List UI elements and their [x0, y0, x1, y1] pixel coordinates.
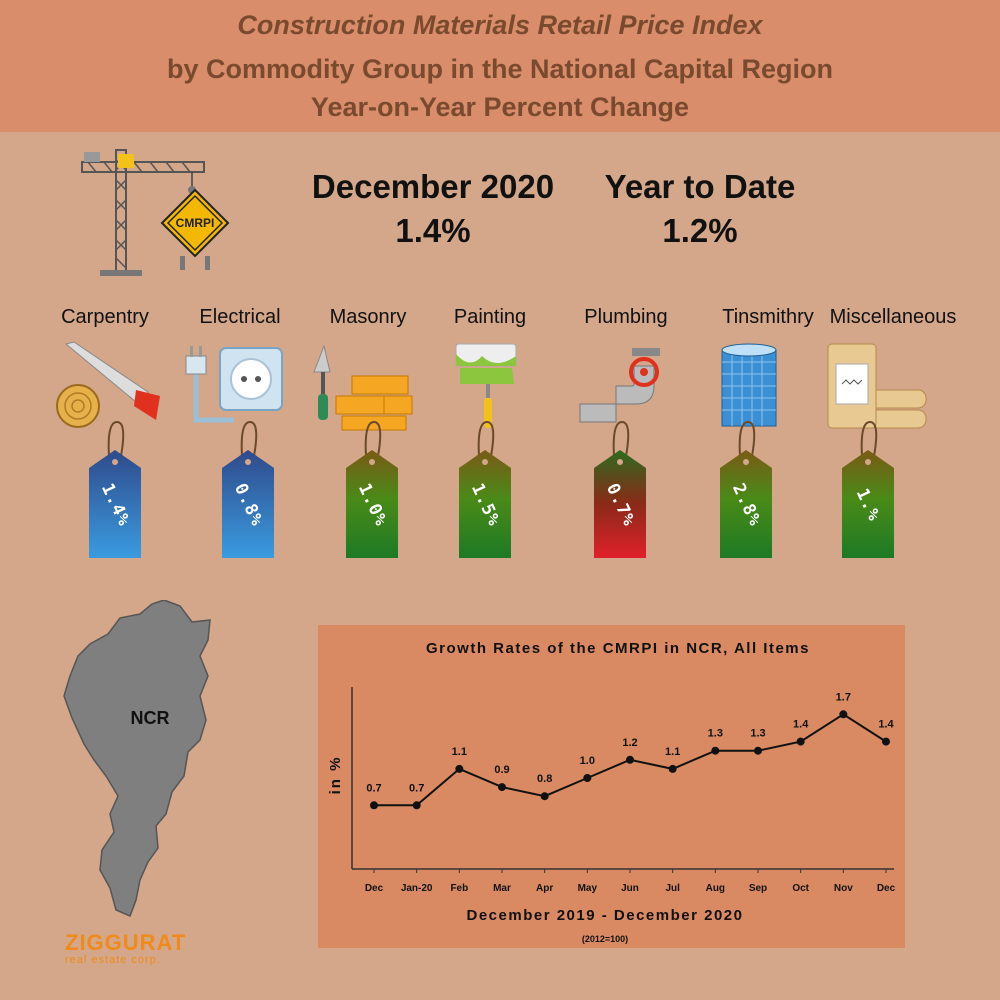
crane-icon [81, 149, 205, 276]
chart-panel: Growth Rates of the CMRPI in NCR, All It… [318, 625, 905, 948]
category-label-plumbing: Plumbing [584, 306, 668, 328]
line-chart: Growth Rates of the CMRPI in NCR, All It… [327, 640, 896, 944]
ziggurat-logo: ZIGGURAT real estate corp. [65, 932, 186, 967]
x-axis-label: December 2019 - December 2020 [467, 907, 744, 924]
tag-value-tinsmithry: 2.8% [727, 480, 765, 530]
x-tick-label: Oct [792, 883, 809, 894]
data-point [412, 801, 421, 810]
data-label: 1.3 [750, 728, 765, 740]
logo-sub: real estate corp. [65, 954, 161, 966]
tin-roll-icon [721, 343, 777, 427]
title-banner: Construction Materials Retail Price Inde… [0, 0, 1000, 132]
cement-bags-icon [827, 343, 927, 429]
data-point [498, 783, 506, 792]
data-point [370, 801, 378, 810]
data-label: 1.4 [878, 719, 894, 731]
pipe-valve-icon [579, 348, 660, 423]
data-point [668, 764, 677, 773]
data-point [882, 737, 890, 746]
ncr-map: NCR [63, 600, 211, 917]
month-label: December 2020 [311, 168, 555, 205]
category-label-tinsmithry: Tinsmithry [722, 306, 814, 328]
price-tag-plumbing [594, 420, 646, 558]
data-label: 1.1 [665, 746, 680, 758]
data-label: 0.9 [494, 764, 509, 776]
category-label-miscellaneous: Miscellaneous [829, 306, 957, 328]
data-label: 0.7 [409, 782, 424, 794]
data-label: 1.1 [452, 746, 467, 758]
x-tick-label: Apr [536, 883, 553, 894]
title-line-2: by Commodity Group in the National Capit… [166, 54, 834, 84]
x-tick-label: Aug [706, 883, 725, 894]
x-tick-label: Mar [493, 883, 511, 894]
month-value: 1.4% [395, 212, 471, 249]
electric-socket-icon [185, 346, 283, 423]
title-line-3: Year-on-Year Percent Change [310, 92, 690, 122]
data-point [626, 755, 634, 764]
category-label-painting: Painting [453, 306, 527, 328]
chart-note: (2012=100) [582, 934, 628, 944]
data-point [796, 737, 805, 746]
price-tag-painting [459, 420, 511, 558]
data-point [754, 746, 762, 755]
chart-title: Growth Rates of the CMRPI in NCR, All It… [426, 640, 810, 657]
tag-value-plumbing: 0.7% [601, 480, 639, 530]
data-point [540, 792, 549, 801]
map-label: NCR [131, 708, 170, 728]
data-label: 1.4 [793, 719, 809, 731]
sign-text: CMRPI [176, 216, 215, 230]
tag-value-painting: 1.5% [466, 480, 504, 530]
price-tag-carpentry [89, 420, 141, 558]
x-tick-label: Dec [365, 883, 384, 894]
price-tag-miscellaneous [842, 420, 894, 558]
data-label: 0.8 [537, 773, 552, 785]
x-tick-label: Sep [749, 883, 767, 894]
data-point [455, 764, 464, 773]
price-tag-tinsmithry [720, 420, 772, 558]
y-axis-label: in % [327, 756, 344, 795]
ytd-label: Year to Date [604, 168, 796, 205]
paint-roller-icon [455, 343, 517, 428]
data-point [839, 710, 848, 719]
category-label-masonry: Masonry [329, 306, 407, 328]
data-point [583, 774, 592, 782]
saw-icon [56, 341, 160, 428]
tag-value-masonry: 1.0% [353, 480, 391, 530]
bricks-trowel-icon [313, 344, 413, 431]
ytd-value: 1.2% [662, 212, 738, 249]
data-label: 1.0 [580, 755, 595, 767]
tag-value-miscellaneous: 1.% [851, 485, 885, 525]
logo-name: ZIGGURAT [65, 930, 187, 955]
price-tag-electrical [222, 420, 274, 558]
x-tick-label: Feb [450, 883, 468, 894]
data-point [711, 746, 720, 755]
data-label: 0.7 [366, 782, 381, 794]
price-tag-masonry [346, 420, 398, 558]
x-tick-label: Jan-20 [401, 883, 433, 894]
x-tick-label: May [578, 883, 598, 894]
tag-value-electrical: 0.8% [229, 480, 267, 530]
data-label: 1.2 [622, 737, 637, 749]
warning-sign-icon: CMRPI [160, 188, 230, 270]
category-label-carpentry: Carpentry [61, 306, 149, 328]
x-tick-label: Dec [877, 883, 896, 894]
x-tick-label: Jun [621, 883, 639, 894]
data-label: 1.7 [836, 691, 851, 703]
x-tick-label: Jul [665, 883, 680, 894]
title-line-1: Construction Materials Retail Price Inde… [237, 10, 763, 40]
category-label-electrical: Electrical [199, 306, 281, 328]
tag-value-carpentry: 1.4% [96, 480, 134, 530]
data-label: 1.3 [708, 728, 723, 740]
x-tick-label: Nov [834, 883, 853, 894]
